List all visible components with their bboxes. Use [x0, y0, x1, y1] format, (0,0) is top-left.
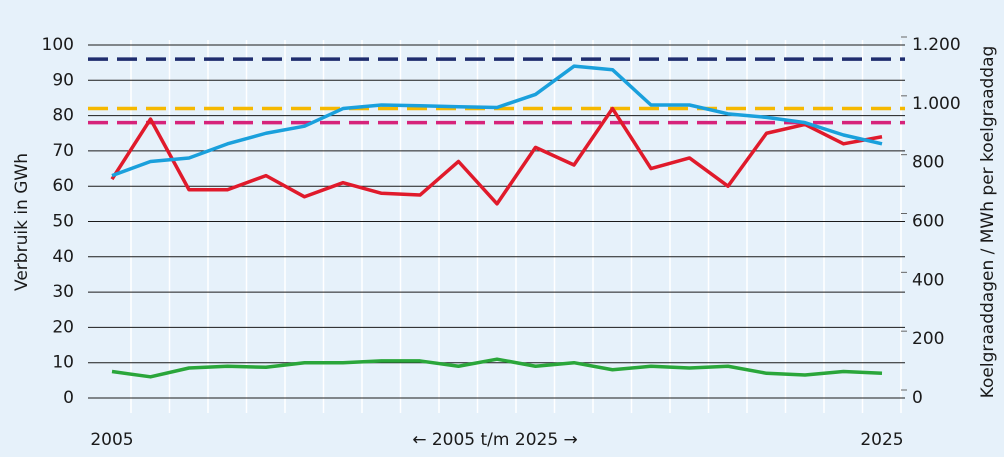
- y2-tick-label: 600: [912, 212, 944, 232]
- y2-tick-label: 800: [912, 153, 944, 173]
- y-tick-label: 100: [42, 35, 74, 55]
- series-line: [110, 106, 883, 206]
- series-line: [111, 64, 883, 178]
- annotation: ← 2005 t/m 2025 →: [412, 430, 578, 450]
- y-tick-label: 20: [52, 317, 74, 337]
- y-tick-label: 40: [52, 247, 74, 267]
- y-tick-label: 70: [52, 141, 74, 161]
- y-tick-label: 30: [52, 282, 74, 302]
- series-line: [111, 357, 883, 379]
- y-tick-label: 10: [52, 353, 74, 373]
- y-tick-label: 0: [63, 388, 74, 408]
- y-axis-label: Verbruik in GWh: [12, 153, 32, 291]
- y2-tick-label: 1.200: [912, 35, 961, 55]
- y2-tick-label: 400: [912, 270, 944, 290]
- y2-axis-label: Koelgraaddagen / MWh per koelgraaddag: [978, 46, 998, 399]
- y-tick-label: 60: [52, 176, 74, 196]
- y2-tick-label: 0: [912, 388, 923, 408]
- y-tick-label: 50: [52, 212, 74, 232]
- y-tick-label: 80: [52, 106, 74, 126]
- y2-tick-label: 1.000: [912, 94, 961, 114]
- x-tick-label: 2025: [860, 430, 903, 450]
- x-tick-label: 2005: [90, 430, 133, 450]
- y-tick-label: 90: [52, 70, 74, 90]
- y2-tick-label: 200: [912, 329, 944, 349]
